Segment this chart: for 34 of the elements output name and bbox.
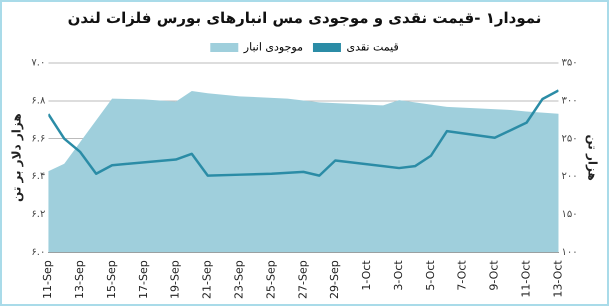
y2-tick-label: ۱۵۰: [561, 209, 578, 220]
y-tick-label: ۶.۶: [31, 133, 46, 144]
x-tick-label: 25-Sep: [264, 260, 278, 300]
x-tick-label: 21-Sep: [200, 260, 214, 300]
x-tick-label: 11-Sep: [41, 260, 54, 300]
y2-tick-label: ۳۰۰: [561, 95, 578, 106]
y2-tick-label: ۳۵۰: [561, 58, 578, 69]
x-tick-label: 17-Sep: [136, 260, 150, 300]
legend-label: قیمت نقدی: [346, 40, 399, 54]
legend-label: موجودی انبار: [242, 40, 304, 54]
y2-tick-label: ۱۰۰: [561, 246, 578, 258]
chart-title: نمودار۱ -قیمت نقدی و موجودی مس انبارهای بورس فلزات لندن: [68, 8, 542, 27]
x-tick-label: 5-Oct: [424, 260, 437, 291]
y-tick-label: ۷.۰: [31, 58, 46, 69]
x-tick-label: 23-Sep: [232, 260, 246, 300]
x-tick-label: 13-Oct: [551, 260, 564, 298]
x-tick-label: 3-Oct: [392, 260, 405, 291]
y-axis-title: هزار دلار بر تن: [9, 113, 24, 202]
y-tick-label: ۶.۴: [31, 171, 46, 182]
x-tick-label: 27-Sep: [296, 260, 310, 300]
y-tick-label: ۶.۰: [31, 246, 46, 258]
x-tick-label: 11-Oct: [519, 260, 532, 298]
x-tick-label: 1-Oct: [360, 260, 374, 291]
y-tick-label: ۶.۲: [31, 209, 46, 220]
x-tick-label: 9-Oct: [488, 260, 501, 291]
x-tick-label: 29-Sep: [328, 260, 342, 300]
y2-axis-title: هزار تن: [586, 134, 600, 181]
x-tick-label: 19-Sep: [168, 260, 182, 300]
x-tick-label: 7-Oct: [456, 260, 469, 291]
y2-tick-label: ۲۵۰: [561, 133, 578, 144]
x-tick-label: 13-Sep: [73, 260, 86, 300]
y-tick-label: ۶.۸: [31, 95, 46, 106]
y2-tick-label: ۲۰۰: [561, 171, 578, 182]
x-tick-label: 15-Sep: [104, 260, 118, 300]
